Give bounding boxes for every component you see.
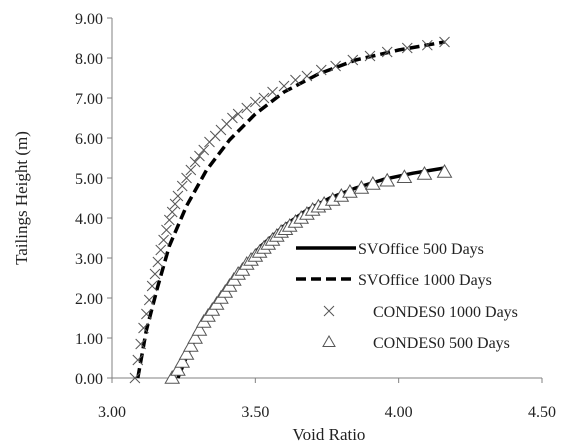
y-tick-label: 0.00 — [75, 371, 103, 388]
data-point-triangle — [396, 169, 413, 183]
series-layer — [129, 36, 453, 384]
data-point-x — [141, 308, 152, 320]
data-point-triangle — [436, 163, 453, 178]
legend-item-0: SVOffice 500 Days — [296, 241, 484, 258]
data-point-x — [258, 92, 270, 104]
data-point-x — [158, 234, 169, 246]
plot-axes — [111, 18, 542, 379]
data-point-x — [421, 39, 433, 51]
data-point-x — [364, 50, 376, 62]
legend-label: CONDES0 1000 Days — [373, 304, 518, 321]
data-point-x — [169, 198, 181, 210]
series-2 — [129, 36, 450, 384]
data-point-triangle — [170, 361, 186, 376]
data-point-x — [146, 280, 158, 292]
y-tick-label: 7.00 — [75, 91, 103, 108]
y-tick-label: 1.00 — [75, 331, 103, 348]
data-point-x — [227, 112, 238, 124]
data-point-x — [330, 60, 341, 72]
series-1 — [136, 40, 445, 379]
data-point-triangle — [365, 175, 381, 190]
data-point-x — [267, 86, 278, 98]
y-tick-label: 4.00 — [75, 211, 103, 228]
y-axis-ticks: 0.00 1.00 2.00 3.00 4.00 5.00 6.00 7.00 8.00 9.00 — [75, 11, 112, 388]
series-3 — [164, 163, 453, 384]
y-tick-label: 8.00 — [75, 51, 103, 68]
legend: SVOffice 500 Days SVOffice 1000 Days CONDE… — [296, 241, 518, 352]
data-point-x — [249, 96, 261, 108]
data-point-triangle — [379, 172, 396, 187]
legend-label: SVOffice 500 Days — [358, 241, 484, 258]
x-axis-ticks: 3.00 3.50 4.00 4.50 — [98, 378, 556, 421]
data-point-x — [241, 102, 253, 114]
y-tick-label: 3.00 — [75, 251, 103, 268]
data-point-x — [166, 206, 178, 218]
data-point-x — [163, 214, 175, 226]
legend-label: SVOffice 1000 Days — [358, 272, 492, 289]
data-point-triangle — [322, 334, 336, 347]
series-line-dashed — [136, 40, 445, 379]
data-point-x — [152, 256, 164, 268]
data-point-x — [138, 322, 149, 334]
data-point-x — [347, 54, 359, 66]
x-axis-title: Void Ratio — [293, 425, 366, 442]
data-point-x — [194, 150, 205, 162]
y-tick-label: 2.00 — [75, 291, 103, 308]
data-point-x — [381, 46, 393, 58]
data-point-x — [143, 294, 155, 306]
data-point-x — [315, 64, 327, 76]
data-point-x — [290, 74, 301, 86]
data-point-x — [149, 268, 161, 280]
legend-item-1: SVOffice 1000 Days — [296, 272, 492, 289]
data-point-x — [161, 224, 172, 236]
data-point-x — [176, 180, 188, 192]
y-tick-label: 5.00 — [75, 171, 103, 188]
data-point-x — [198, 144, 210, 156]
data-point-x — [401, 42, 413, 54]
data-point-x — [172, 190, 184, 202]
data-point-x — [155, 244, 167, 256]
data-point-x — [135, 338, 147, 350]
legend-label: CONDES0 500 Days — [373, 335, 510, 352]
x-tick-label: 4.50 — [528, 404, 556, 421]
data-point-triangle — [416, 165, 433, 180]
data-point-x — [132, 354, 144, 366]
x-tick-label: 3.00 — [98, 404, 126, 421]
data-point-triangle — [182, 337, 199, 352]
x-tick-label: 3.50 — [241, 404, 269, 421]
y-axis-title: Tailings Height (m) — [12, 131, 31, 265]
data-point-triangle — [353, 179, 370, 194]
data-point-triangle — [342, 183, 358, 198]
data-point-triangle — [174, 353, 191, 368]
x-tick-label: 4.00 — [385, 404, 413, 421]
data-point-x — [301, 70, 313, 82]
legend-item-2: CONDES0 1000 Days — [323, 304, 518, 321]
data-point-triangle — [191, 321, 208, 336]
data-point-triangle — [178, 345, 195, 360]
data-point-triangle — [187, 329, 203, 344]
legend-item-3: CONDES0 500 Days — [322, 334, 510, 352]
data-point-triangle — [164, 369, 181, 384]
y-tick-label: 9.00 — [75, 11, 103, 28]
data-point-x — [278, 80, 290, 92]
y-tick-label: 6.00 — [75, 131, 103, 148]
data-point-x — [181, 172, 192, 184]
data-point-x — [189, 156, 201, 168]
data-point-x — [439, 36, 450, 48]
data-point-x — [129, 372, 141, 384]
data-point-x — [232, 108, 244, 120]
data-point-x — [323, 305, 335, 317]
data-point-x — [185, 164, 197, 176]
